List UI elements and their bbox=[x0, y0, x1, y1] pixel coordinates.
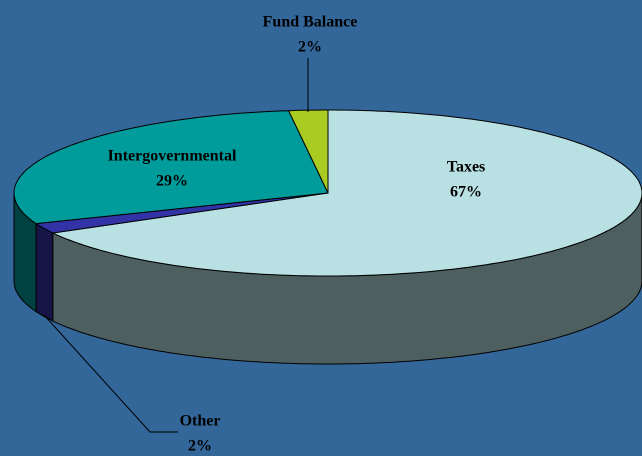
pie-slice bbox=[13, 110, 329, 225]
slice-label: Intergovernmental bbox=[108, 148, 237, 165]
slice-label: Other bbox=[180, 413, 221, 430]
pie-slice bbox=[34, 192, 329, 234]
leader-line bbox=[43, 314, 178, 433]
slice-value-label: 67% bbox=[450, 184, 482, 201]
slice-value-label: 2% bbox=[298, 39, 322, 56]
pie-slice bbox=[51, 109, 642, 277]
slice-value-label: 2% bbox=[188, 438, 212, 455]
slice-label: Fund Balance bbox=[263, 14, 358, 31]
slice-value-label: 29% bbox=[156, 173, 188, 190]
pie-side bbox=[35, 222, 54, 322]
slice-label: Taxes bbox=[447, 159, 486, 176]
